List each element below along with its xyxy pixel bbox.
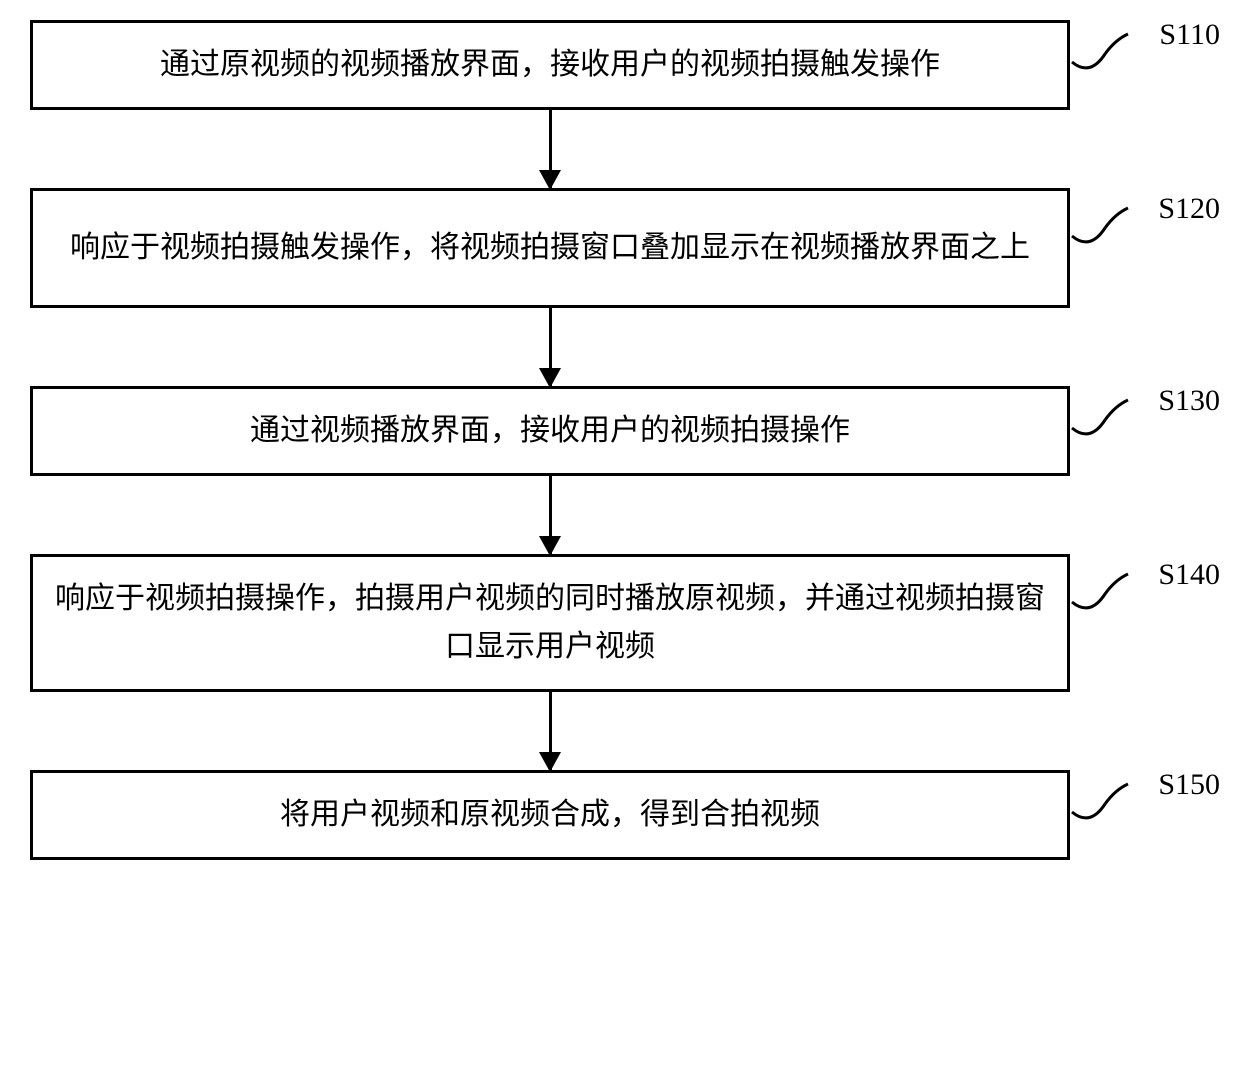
step-box-s150: 将用户视频和原视频合成，得到合拍视频 bbox=[30, 770, 1070, 860]
step-label-s140: S140 bbox=[1158, 558, 1220, 592]
step-row-s120: 响应于视频拍摄触发操作，将视频拍摄窗口叠加显示在视频播放界面之上 S120 bbox=[30, 188, 1210, 308]
step-text: 通过视频播放界面，接收用户的视频拍摄操作 bbox=[250, 407, 850, 455]
step-box-s140: 响应于视频拍摄操作，拍摄用户视频的同时播放原视频，并通过视频拍摄窗口显示用户视频 bbox=[30, 554, 1070, 692]
step-row-s110: 通过原视频的视频播放界面，接收用户的视频拍摄触发操作 S110 bbox=[30, 20, 1210, 110]
step-row-s140: 响应于视频拍摄操作，拍摄用户视频的同时播放原视频，并通过视频拍摄窗口显示用户视频… bbox=[30, 554, 1210, 692]
step-row-s150: 将用户视频和原视频合成，得到合拍视频 S150 bbox=[30, 770, 1210, 860]
arrow-4 bbox=[549, 692, 552, 770]
connector-s140 bbox=[1070, 572, 1130, 622]
arrow-1 bbox=[549, 110, 552, 188]
step-box-s130: 通过视频播放界面，接收用户的视频拍摄操作 bbox=[30, 386, 1070, 476]
arrow-2 bbox=[549, 308, 552, 386]
step-text: 响应于视频拍摄操作，拍摄用户视频的同时播放原视频，并通过视频拍摄窗口显示用户视频 bbox=[53, 575, 1047, 671]
step-label-s110: S110 bbox=[1159, 18, 1220, 52]
step-label-s150: S150 bbox=[1158, 768, 1220, 802]
connector-s130 bbox=[1070, 398, 1130, 448]
step-box-s110: 通过原视频的视频播放界面，接收用户的视频拍摄触发操作 bbox=[30, 20, 1070, 110]
step-label-s130: S130 bbox=[1158, 384, 1220, 418]
flowchart-container: 通过原视频的视频播放界面，接收用户的视频拍摄触发操作 S110 响应于视频拍摄触… bbox=[30, 20, 1210, 860]
step-box-s120: 响应于视频拍摄触发操作，将视频拍摄窗口叠加显示在视频播放界面之上 bbox=[30, 188, 1070, 308]
connector-s120 bbox=[1070, 206, 1130, 256]
step-text: 将用户视频和原视频合成，得到合拍视频 bbox=[280, 791, 820, 839]
step-text: 通过原视频的视频播放界面，接收用户的视频拍摄触发操作 bbox=[160, 41, 940, 89]
arrow-3 bbox=[549, 476, 552, 554]
connector-s110 bbox=[1070, 32, 1130, 82]
step-row-s130: 通过视频播放界面，接收用户的视频拍摄操作 S130 bbox=[30, 386, 1210, 476]
connector-s150 bbox=[1070, 782, 1130, 832]
step-label-s120: S120 bbox=[1158, 192, 1220, 226]
step-text: 响应于视频拍摄触发操作，将视频拍摄窗口叠加显示在视频播放界面之上 bbox=[70, 224, 1030, 272]
